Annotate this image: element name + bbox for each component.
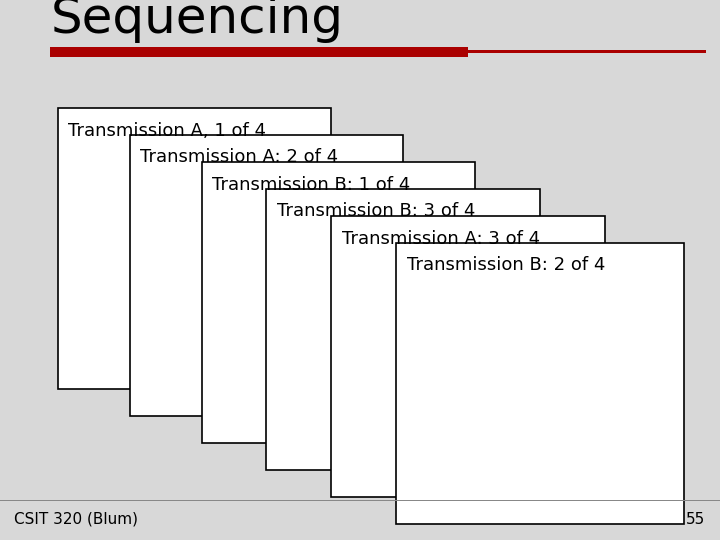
Bar (468, 50, 706, 53)
Bar (0, 500, 720, 501)
Text: CSIT 320 (Blum): CSIT 320 (Blum) (14, 512, 138, 527)
Text: Transmission B: 2 of 4: Transmission B: 2 of 4 (407, 256, 606, 274)
Bar (331, 216, 605, 497)
Bar (202, 162, 475, 443)
Bar (266, 189, 540, 470)
Text: Transmission B: 1 of 4: Transmission B: 1 of 4 (212, 176, 410, 193)
Bar (58, 108, 331, 389)
Text: Transmission A: 2 of 4: Transmission A: 2 of 4 (140, 148, 338, 166)
Text: Transmission A: 3 of 4: Transmission A: 3 of 4 (342, 230, 540, 247)
Text: Transmission A, 1 of 4: Transmission A, 1 of 4 (68, 122, 266, 139)
Bar (50, 47, 468, 57)
Text: Transmission B: 3 of 4: Transmission B: 3 of 4 (277, 202, 476, 220)
Text: Sequencing: Sequencing (50, 0, 343, 43)
Text: 55: 55 (686, 512, 706, 527)
Bar (130, 135, 403, 416)
Bar (396, 243, 684, 524)
